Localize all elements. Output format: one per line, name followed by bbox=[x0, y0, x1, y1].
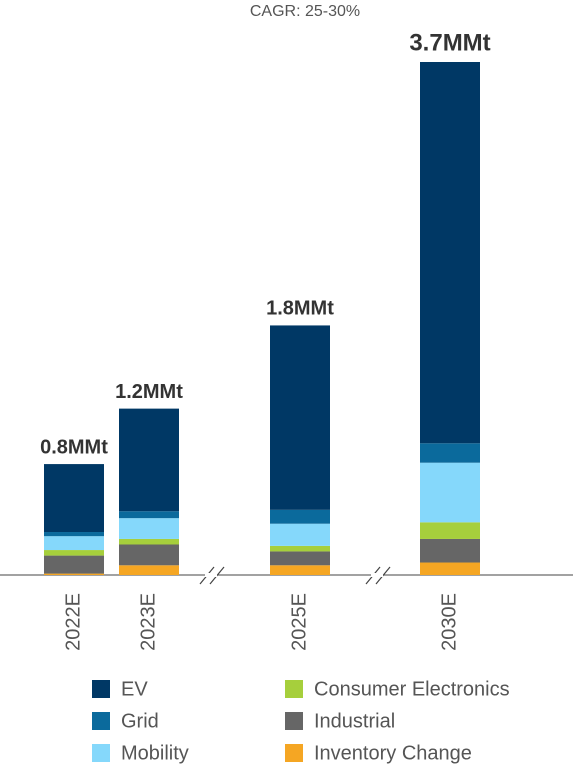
legend-swatch bbox=[92, 744, 110, 762]
legend-label: Inventory Change bbox=[314, 742, 472, 764]
bar-segment bbox=[270, 325, 330, 510]
legend-swatch bbox=[285, 744, 303, 762]
bar-segment bbox=[44, 550, 104, 556]
bar-segment bbox=[119, 518, 179, 539]
bar-segment bbox=[44, 464, 104, 533]
total-label: 1.8MMt bbox=[266, 298, 334, 320]
legend-swatch bbox=[92, 680, 110, 698]
bar-segment bbox=[420, 538, 480, 563]
bar-segment bbox=[270, 551, 330, 566]
legend-swatch bbox=[285, 712, 303, 730]
total-label: 3.7MMt bbox=[409, 29, 490, 56]
bar-segment bbox=[420, 62, 480, 444]
bar-segment bbox=[119, 511, 179, 519]
x-tick-label: 2023E bbox=[137, 593, 159, 651]
bar-segment bbox=[270, 523, 330, 546]
legend-label: Mobility bbox=[121, 742, 189, 764]
bar-segment bbox=[270, 545, 330, 552]
legend-label: Consumer Electronics bbox=[314, 678, 510, 700]
total-label: 0.8MMt bbox=[40, 436, 108, 458]
total-label: 1.2MMt bbox=[115, 381, 183, 403]
x-tick-label: 2022E bbox=[62, 593, 84, 651]
legend-swatch bbox=[285, 680, 303, 698]
bar-segment bbox=[420, 562, 480, 575]
bar-segment bbox=[119, 538, 179, 545]
bar-segment bbox=[420, 522, 480, 539]
legend-label: EV bbox=[121, 678, 148, 700]
bar-segment bbox=[420, 462, 480, 523]
legend-label: Industrial bbox=[314, 710, 395, 732]
bar-segment bbox=[270, 565, 330, 575]
x-tick-label: 2025E bbox=[288, 593, 310, 651]
bar-segment bbox=[44, 532, 104, 537]
bar-segment bbox=[420, 443, 480, 463]
legend-swatch bbox=[92, 712, 110, 730]
annotation: CAGR: 25-30% bbox=[250, 3, 360, 20]
axis-break bbox=[199, 566, 225, 585]
axis-break bbox=[365, 566, 391, 585]
bar-segment bbox=[44, 555, 104, 574]
bar-segment bbox=[119, 544, 179, 566]
bar-segment bbox=[44, 573, 104, 575]
bar-segment bbox=[119, 408, 179, 512]
bar-segment bbox=[44, 536, 104, 551]
bar-segment bbox=[270, 509, 330, 524]
legend-label: Grid bbox=[121, 710, 159, 732]
x-tick-label: 2030E bbox=[438, 593, 460, 651]
bar-segment bbox=[119, 565, 179, 575]
